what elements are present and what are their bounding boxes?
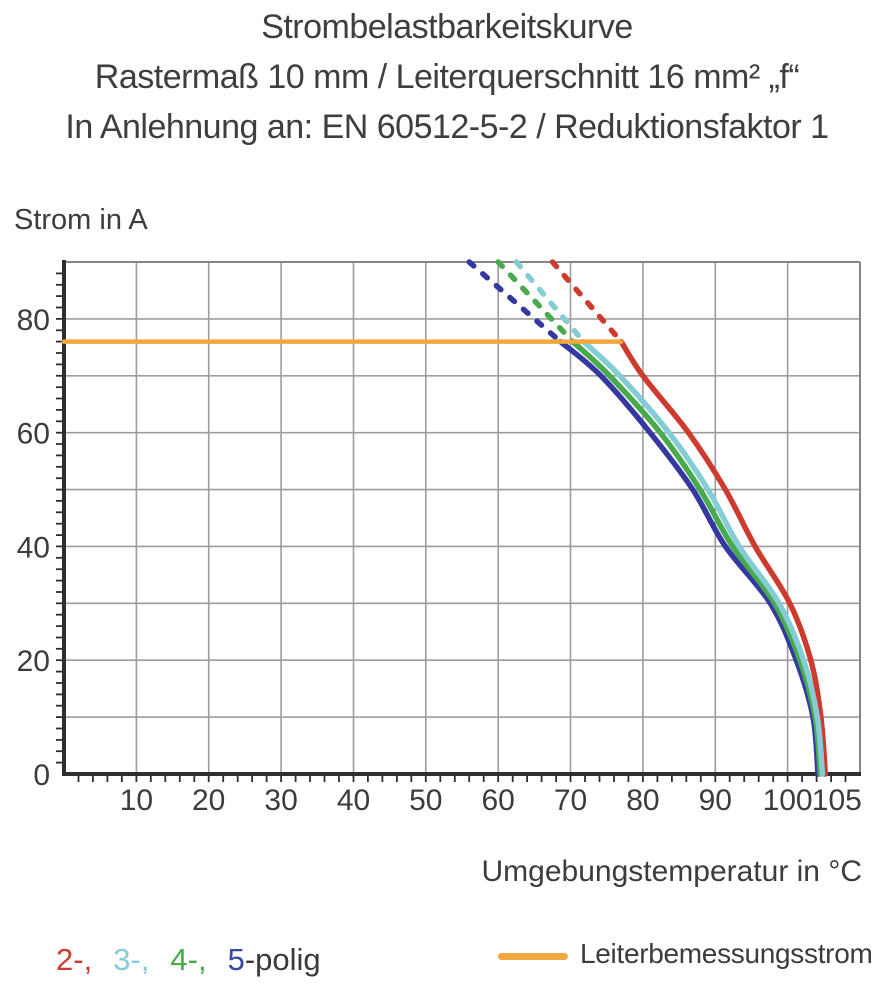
figure-title-block: Strombelastbarkeitskurve Rastermaß 10 mm… [0, 2, 894, 152]
x-tick-label: 80 [626, 784, 659, 817]
figure-title-line-3: In Anlehnung an: EN 60512-5-2 / Reduktio… [65, 108, 829, 146]
x-tick-label: 70 [554, 784, 587, 817]
y-tick-label: 40 [17, 531, 50, 564]
curve-2-polig-dashed [549, 259, 624, 345]
legend-item-5polig-number: 5 [227, 942, 245, 977]
x-tick-label: 90 [699, 784, 732, 817]
figure-title-line-1: Strombelastbarkeitskurve [261, 8, 633, 46]
curve-3-polig-dashed [513, 259, 587, 345]
y-tick-label: 0 [33, 759, 50, 792]
curve-4-polig-dashed [495, 259, 576, 345]
y-axis-title: Strom in A [14, 204, 148, 236]
legend-item-2polig: 2-, [56, 942, 93, 977]
pole-legend: 2-, 3-, 4-, 5-polig [56, 942, 321, 978]
legend-item-polig-suffix: -polig [244, 942, 321, 977]
y-tick-label: 80 [17, 304, 50, 337]
x-tick-label: 30 [264, 784, 297, 817]
x-tick-label: 105 [812, 784, 862, 817]
threshold-color-swatch [498, 952, 568, 960]
y-tick-label: 20 [17, 645, 50, 678]
curve-2-polig [618, 338, 829, 777]
x-tick-label: 100 [763, 784, 813, 817]
threshold-legend: Leiterbemessungsstrom [498, 938, 873, 970]
curve-5-polig-dashed [466, 259, 564, 345]
curve-5-polig [557, 338, 821, 777]
x-tick-label: 20 [192, 784, 225, 817]
x-tick-label: 60 [482, 784, 515, 817]
figure-title-line-2: Rastermaß 10 mm / Leiterquerschnitt 16 m… [94, 58, 800, 96]
x-tick-label: 10 [120, 784, 153, 817]
x-tick-label: 50 [409, 784, 442, 817]
threshold-legend-label: Leiterbemessungsstrom [580, 938, 873, 969]
curve-4-polig [569, 338, 823, 777]
legend-item-5polig: 5-polig [228, 942, 321, 978]
x-axis-title: Umgebungstemperatur in °C [481, 855, 862, 888]
x-tick-label: 40 [337, 784, 370, 817]
legend-item-4polig: 4-, [170, 942, 207, 977]
legend-item-3polig: 3-, [113, 942, 150, 977]
curve-3-polig [580, 338, 826, 777]
y-tick-label: 60 [17, 418, 50, 451]
